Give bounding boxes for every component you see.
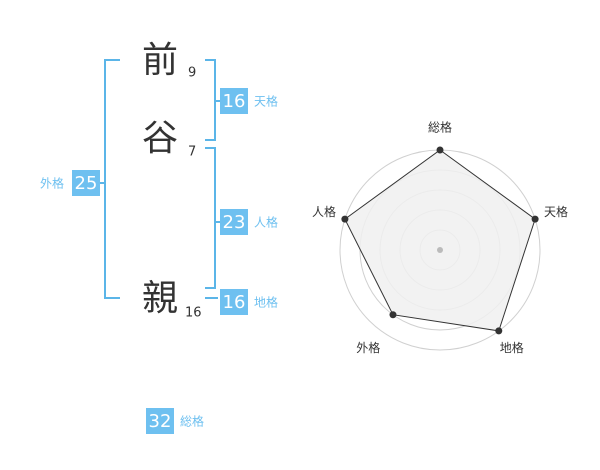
axis-label: 地格: [500, 340, 524, 355]
fortune-box: [146, 408, 174, 434]
fortune-label: 天格: [254, 94, 278, 109]
fortune-box: [220, 88, 248, 114]
axis-label: 人格: [312, 204, 336, 219]
name-char: 谷: [142, 118, 178, 159]
axis-label: 外格: [356, 340, 380, 355]
name-diagram: 前 9 谷 7 親 16 外格 25 16 天格 23 人格 16 地格 32 …: [40, 40, 278, 434]
name-char: 前: [142, 40, 178, 81]
axis-label: 総格: [428, 120, 452, 135]
fortune-value: 16: [223, 91, 246, 112]
radar-point: [531, 215, 539, 223]
fortune-label: 総格: [180, 414, 204, 429]
radar-point: [341, 215, 349, 223]
fortune-box: [220, 209, 248, 235]
bracket: [205, 147, 216, 289]
bracket: [205, 59, 216, 141]
radar-point: [436, 146, 444, 154]
stroke-count: 7: [188, 145, 196, 160]
radar-point: [389, 311, 397, 319]
fortune-label: 地格: [254, 295, 278, 310]
fortune-value: 16: [223, 292, 246, 313]
radar-area: [344, 149, 536, 332]
fortune-value: 25: [75, 173, 98, 194]
name-char: 親: [142, 278, 178, 319]
bracket: [104, 59, 120, 299]
fortune-value: 32: [149, 411, 172, 432]
radar-point: [495, 327, 503, 335]
fortune-box: [220, 289, 248, 315]
fortune-box: [72, 170, 100, 196]
stroke-count: 16: [185, 306, 202, 321]
fortune-value: 23: [223, 212, 246, 233]
center-dot: [437, 247, 443, 253]
fortune-label: 人格: [254, 215, 278, 230]
stroke-count: 9: [188, 66, 196, 81]
axis-label: 天格: [544, 204, 568, 219]
fortune-label: 外格: [40, 176, 64, 191]
